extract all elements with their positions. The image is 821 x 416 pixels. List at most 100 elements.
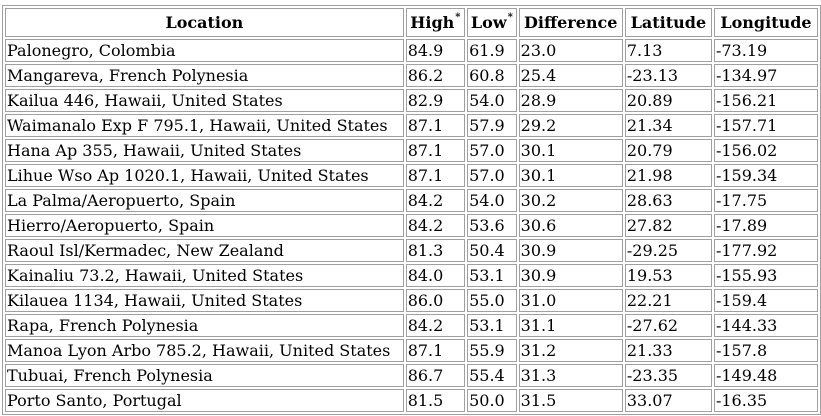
cell-location: Palonegro, Colombia — [5, 39, 404, 62]
cell-latitude: -23.35 — [624, 364, 712, 387]
cell-low: 57.0 — [467, 139, 517, 162]
cell-longitude: -156.21 — [713, 89, 818, 112]
cell-latitude: -23.13 — [624, 64, 712, 87]
cell-latitude: 20.79 — [624, 139, 712, 162]
table-body: Palonegro, Colombia 84.9 61.9 23.0 7.13 -73.1… — [5, 39, 818, 412]
header-difference-label: Difference — [524, 13, 618, 32]
cell-low: 57.0 — [467, 164, 517, 187]
cell-high: 87.1 — [405, 339, 466, 362]
cell-difference: 30.1 — [518, 164, 623, 187]
cell-longitude: -73.19 — [713, 39, 818, 62]
cell-high: 81.3 — [405, 239, 466, 262]
cell-latitude: 20.89 — [624, 89, 712, 112]
cell-location: Raoul Isl/Kermadec, New Zealand — [5, 239, 404, 262]
cell-low: 50.0 — [467, 389, 517, 412]
table-row: Kilauea 1134, Hawaii, United States 86.0 5… — [5, 289, 818, 312]
cell-difference: 30.1 — [518, 139, 623, 162]
cell-latitude: 22.21 — [624, 289, 712, 312]
table-header: Location High* Low* Difference Latitude … — [5, 8, 818, 37]
cell-latitude: 21.98 — [624, 164, 712, 187]
cell-difference: 31.0 — [518, 289, 623, 312]
cell-location: Tubuai, French Polynesia — [5, 364, 404, 387]
cell-longitude: -157.71 — [713, 114, 818, 137]
cell-low: 55.9 — [467, 339, 517, 362]
cell-latitude: 7.13 — [624, 39, 712, 62]
cell-high: 84.2 — [405, 214, 466, 237]
cell-location: Hana Ap 355, Hawaii, United States — [5, 139, 404, 162]
table-row: Rapa, French Polynesia 84.2 53.1 31.1 -27.62… — [5, 314, 818, 337]
cell-longitude: -157.8 — [713, 339, 818, 362]
cell-difference: 31.2 — [518, 339, 623, 362]
cell-difference: 28.9 — [518, 89, 623, 112]
cell-high: 86.7 — [405, 364, 466, 387]
cell-difference: 30.9 — [518, 264, 623, 287]
cell-longitude: -144.33 — [713, 314, 818, 337]
cell-location: La Palma/Aeropuerto, Spain — [5, 189, 404, 212]
header-row: Location High* Low* Difference Latitude … — [5, 8, 818, 37]
table-row: Hierro/Aeropuerto, Spain 84.2 53.6 30.6 27.8… — [5, 214, 818, 237]
cell-location: Manoa Lyon Arbo 785.2, Hawaii, United St… — [5, 339, 404, 362]
cell-low: 50.4 — [467, 239, 517, 262]
header-location-label: Location — [165, 13, 244, 32]
cell-longitude: -16.35 — [713, 389, 818, 412]
cell-latitude: 33.07 — [624, 389, 712, 412]
cell-low: 61.9 — [467, 39, 517, 62]
cell-high: 87.1 — [405, 114, 466, 137]
cell-longitude: -149.48 — [713, 364, 818, 387]
cell-latitude: 21.34 — [624, 114, 712, 137]
cell-high: 87.1 — [405, 139, 466, 162]
cell-high: 81.5 — [405, 389, 466, 412]
cell-location: Rapa, French Polynesia — [5, 314, 404, 337]
header-low-label: Low — [470, 13, 507, 32]
cell-low: 54.0 — [467, 189, 517, 212]
cell-high: 87.1 — [405, 164, 466, 187]
cell-difference: 30.9 — [518, 239, 623, 262]
cell-high: 82.9 — [405, 89, 466, 112]
table-row: Raoul Isl/Kermadec, New Zealand 81.3 50.4 3… — [5, 239, 818, 262]
cell-location: Lihue Wso Ap 1020.1, Hawaii, United Stat… — [5, 164, 404, 187]
cell-low: 60.8 — [467, 64, 517, 87]
weather-table: Location High* Low* Difference Latitude … — [2, 5, 821, 415]
cell-high: 84.2 — [405, 189, 466, 212]
cell-low: 57.9 — [467, 114, 517, 137]
cell-high: 84.0 — [405, 264, 466, 287]
table-row: Porto Santo, Portugal 81.5 50.0 31.5 33.07 -1… — [5, 389, 818, 412]
cell-low: 55.4 — [467, 364, 517, 387]
cell-location: Waimanalo Exp F 795.1, Hawaii, United St… — [5, 114, 404, 137]
cell-difference: 31.5 — [518, 389, 623, 412]
cell-latitude: -29.25 — [624, 239, 712, 262]
table-row: Palonegro, Colombia 84.9 61.9 23.0 7.13 -73.1… — [5, 39, 818, 62]
header-latitude-label: Latitude — [630, 13, 707, 32]
table-row: Lihue Wso Ap 1020.1, Hawaii, United Stat… — [5, 164, 818, 187]
table-row: Mangareva, French Polynesia 86.2 60.8 25.4-… — [5, 64, 818, 87]
cell-longitude: -177.92 — [713, 239, 818, 262]
header-low-footnote-mark: * — [507, 12, 513, 23]
cell-longitude: -17.89 — [713, 214, 818, 237]
cell-latitude: 28.63 — [624, 189, 712, 212]
cell-low: 55.0 — [467, 289, 517, 312]
cell-low: 53.1 — [467, 314, 517, 337]
cell-high: 84.9 — [405, 39, 466, 62]
table-row: Tubuai, French Polynesia 86.7 55.4 31.3 -23.… — [5, 364, 818, 387]
table-row: Waimanalo Exp F 795.1, Hawaii, United St… — [5, 114, 818, 137]
header-longitude: Longitude — [713, 8, 818, 37]
header-latitude: Latitude — [624, 8, 712, 37]
cell-longitude: -156.02 — [713, 139, 818, 162]
cell-latitude: -27.62 — [624, 314, 712, 337]
header-high: High* — [405, 8, 466, 37]
cell-location: Hierro/Aeropuerto, Spain — [5, 214, 404, 237]
cell-latitude: 19.53 — [624, 264, 712, 287]
cell-difference: 29.2 — [518, 114, 623, 137]
table-row: Kainaliu 73.2, Hawaii, United States 84.0… — [5, 264, 818, 287]
cell-longitude: -159.4 — [713, 289, 818, 312]
cell-low: 53.6 — [467, 214, 517, 237]
cell-high: 86.0 — [405, 289, 466, 312]
header-low: Low* — [467, 8, 517, 37]
cell-difference: 30.6 — [518, 214, 623, 237]
cell-longitude: -17.75 — [713, 189, 818, 212]
cell-location: Porto Santo, Portugal — [5, 389, 404, 412]
header-longitude-label: Longitude — [720, 13, 812, 32]
table-row: Manoa Lyon Arbo 785.2, Hawaii, United St… — [5, 339, 818, 362]
cell-low: 53.1 — [467, 264, 517, 287]
cell-high: 84.2 — [405, 314, 466, 337]
